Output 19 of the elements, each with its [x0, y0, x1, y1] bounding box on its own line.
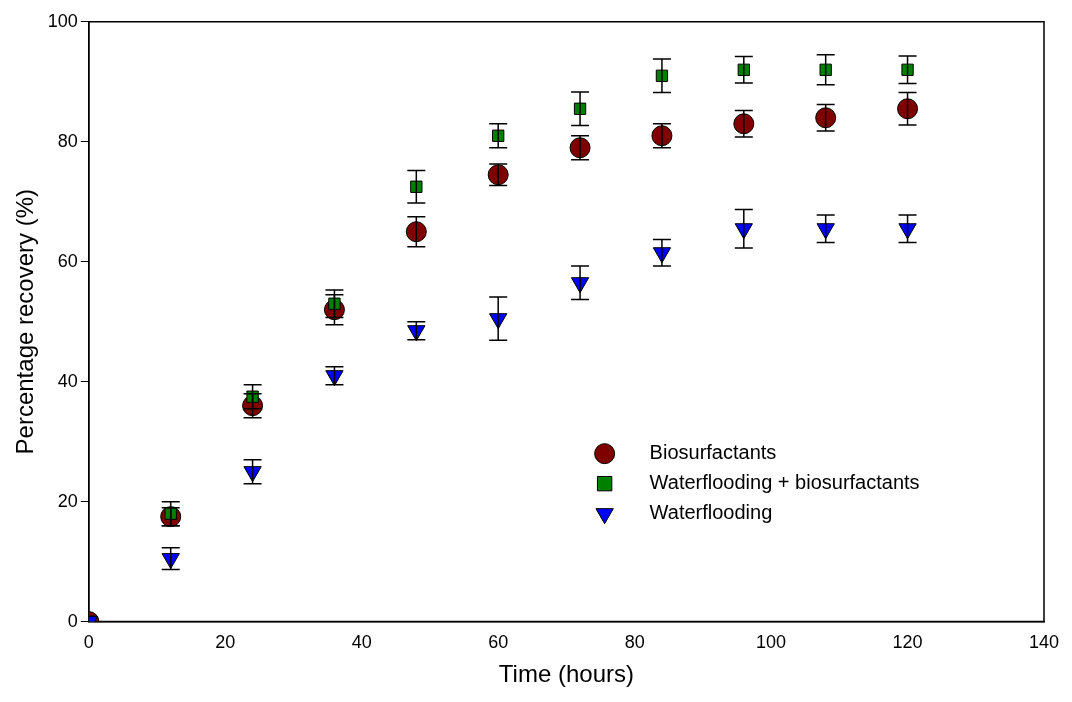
x-tick-label: 80 [624, 632, 645, 653]
legend-label: Waterflooding + biosurfactants [649, 471, 920, 494]
legend-label: Waterflooding [649, 501, 773, 524]
y-tick-label: 60 [57, 250, 78, 271]
y-tick-label: 80 [57, 130, 78, 151]
x-tick-label: 100 [756, 632, 787, 653]
x-tick-label: 20 [215, 632, 236, 653]
y-tick-label: 100 [47, 10, 78, 31]
x-axis-title: Time (hours) [498, 660, 634, 688]
y-tick-label: 20 [57, 490, 78, 511]
x-tick-label: 60 [488, 632, 509, 653]
y-tick-label: 0 [67, 610, 78, 631]
x-tick-label: 0 [83, 632, 94, 653]
x-tick-label: 120 [892, 632, 923, 653]
x-tick-label: 140 [1028, 632, 1060, 653]
y-axis-title: Percentage recovery (%) [11, 188, 39, 455]
x-tick-label: 40 [351, 632, 372, 653]
y-tick-label: 40 [57, 370, 78, 391]
legend-label: Biosurfactants [649, 441, 777, 464]
